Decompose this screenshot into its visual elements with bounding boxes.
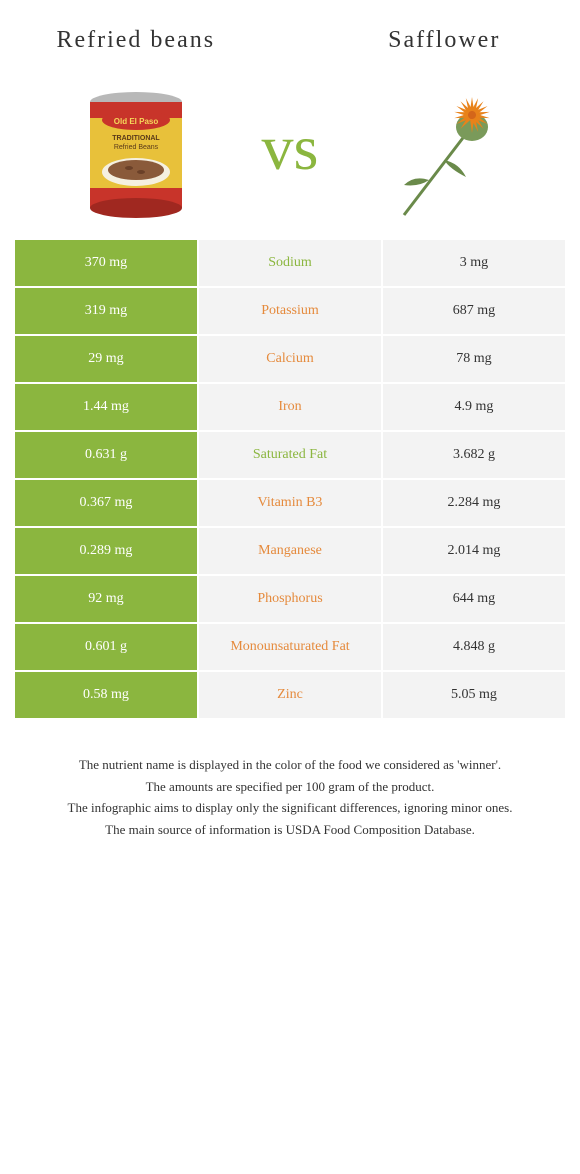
nutrient-name: Saturated Fat [199,432,383,480]
right-value: 4.9 mg [383,384,565,432]
right-food-title: Safflower [388,10,500,70]
table-row: 0.367 mgVitamin B32.284 mg [15,480,565,528]
right-food-column: Safflower [328,10,560,225]
footer-line: The nutrient name is displayed in the co… [30,755,550,775]
right-value: 687 mg [383,288,565,336]
footer-line: The infographic aims to display only the… [30,798,550,818]
nutrient-name: Vitamin B3 [199,480,383,528]
right-value: 78 mg [383,336,565,384]
nutrient-name: Monounsaturated Fat [199,624,383,672]
footer-notes: The nutrient name is displayed in the co… [0,735,580,881]
footer-line: The main source of information is USDA F… [30,820,550,840]
nutrient-name: Manganese [199,528,383,576]
nutrient-table: 370 mgSodium3 mg319 mgPotassium687 mg29 … [15,240,565,720]
left-value: 0.367 mg [15,480,199,528]
footer-line: The amounts are specified per 100 gram o… [30,777,550,797]
left-value: 92 mg [15,576,199,624]
left-value: 0.601 g [15,624,199,672]
header: Refried beans Old El Paso TRADITIONAL Re… [0,0,580,225]
comparison-infographic: Refried beans Old El Paso TRADITIONAL Re… [0,0,580,881]
svg-text:TRADITIONAL: TRADITIONAL [112,135,160,142]
left-value: 0.58 mg [15,672,199,720]
nutrient-name: Zinc [199,672,383,720]
table-row: 0.289 mgManganese2.014 mg [15,528,565,576]
left-value: 1.44 mg [15,384,199,432]
right-value: 3 mg [383,240,565,288]
left-food-image: Old El Paso TRADITIONAL Refried Beans [66,85,206,225]
table-row: 92 mgPhosphorus644 mg [15,576,565,624]
table-row: 370 mgSodium3 mg [15,240,565,288]
right-food-image [374,85,514,225]
table-row: 1.44 mgIron4.9 mg [15,384,565,432]
right-value: 644 mg [383,576,565,624]
table-row: 0.58 mgZinc5.05 mg [15,672,565,720]
left-value: 370 mg [15,240,199,288]
right-value: 5.05 mg [383,672,565,720]
nutrient-name: Calcium [199,336,383,384]
right-value: 2.014 mg [383,528,565,576]
left-value: 319 mg [15,288,199,336]
left-value: 29 mg [15,336,199,384]
table-row: 0.631 gSaturated Fat3.682 g [15,432,565,480]
right-value: 4.848 g [383,624,565,672]
left-food-column: Refried beans Old El Paso TRADITIONAL Re… [20,10,252,225]
right-value: 3.682 g [383,432,565,480]
nutrient-name: Potassium [199,288,383,336]
right-value: 2.284 mg [383,480,565,528]
left-value: 0.631 g [15,432,199,480]
svg-text:Old El Paso: Old El Paso [114,117,159,126]
nutrient-name: Phosphorus [199,576,383,624]
nutrient-name: Iron [199,384,383,432]
table-row: 319 mgPotassium687 mg [15,288,565,336]
table-row: 0.601 gMonounsaturated Fat4.848 g [15,624,565,672]
left-value: 0.289 mg [15,528,199,576]
vs-label: vs [252,111,329,185]
table-row: 29 mgCalcium78 mg [15,336,565,384]
left-food-title: Refried beans [56,10,215,70]
nutrient-name: Sodium [199,240,383,288]
svg-text:Refried Beans: Refried Beans [114,144,159,151]
